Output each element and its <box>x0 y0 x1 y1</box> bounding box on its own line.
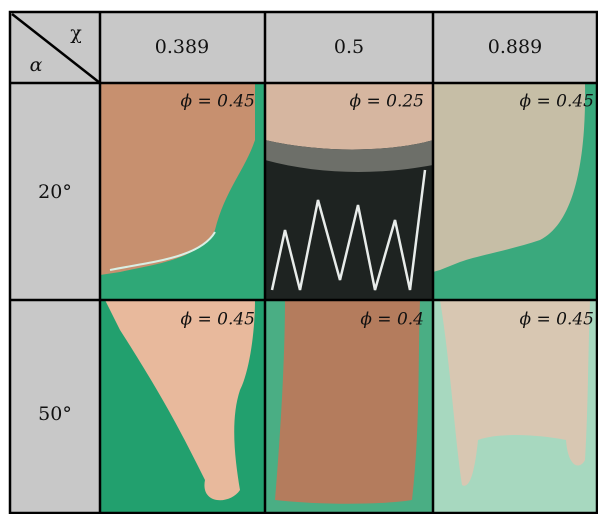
row-header: 50° <box>38 403 72 425</box>
photo <box>433 300 598 513</box>
column-header: 0.889 <box>488 36 542 58</box>
row-header-bg <box>10 83 100 513</box>
cell-label: ϕ = 0.45 <box>181 310 256 330</box>
column-header: 0.5 <box>334 36 364 58</box>
row-header: 20° <box>38 181 72 203</box>
photo <box>100 83 265 300</box>
photo <box>265 83 433 300</box>
cell-label: ϕ = 0.4 <box>360 310 424 330</box>
cell-label: ϕ = 0.45 <box>520 310 595 330</box>
cell-label: ϕ = 0.45 <box>520 92 595 112</box>
header-bg <box>10 12 598 83</box>
column-header: 0.389 <box>155 36 209 58</box>
photo <box>100 300 265 513</box>
cell-label: ϕ = 0.45 <box>181 92 256 112</box>
cell-label: ϕ = 0.25 <box>350 92 425 112</box>
corner-top: χ <box>70 22 82 44</box>
table-grid <box>8 10 598 514</box>
corner-bottom: α <box>30 54 43 76</box>
photo <box>433 83 598 300</box>
photo <box>265 300 433 513</box>
